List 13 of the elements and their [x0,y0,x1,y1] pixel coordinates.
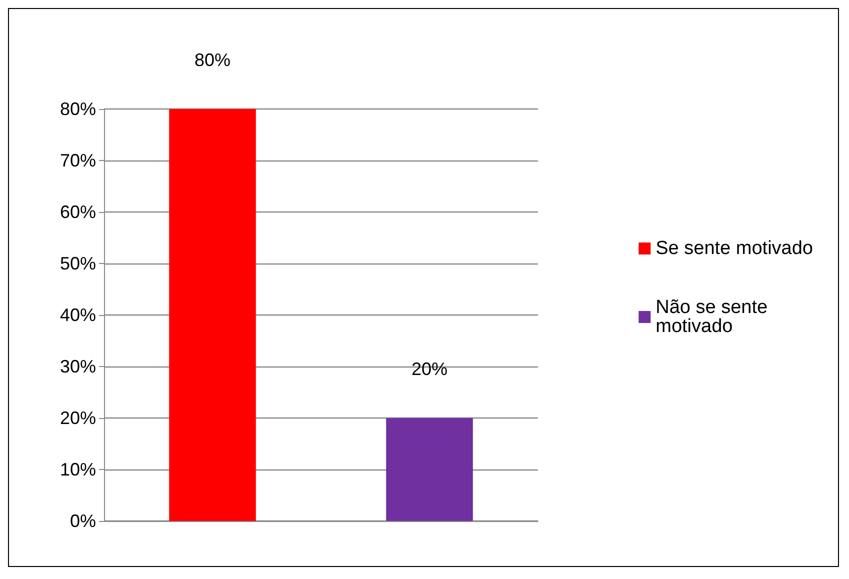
y-tick-label: 40% [60,305,96,325]
data-label: 20% [411,359,448,379]
y-tick-label: 50% [60,254,96,274]
data-label: 80% [194,50,231,70]
y-tick-label: 80% [60,99,96,119]
y-tick-label: 10% [60,460,96,480]
legend-label: Se sente motivado [656,238,814,259]
y-tick-label: 0% [70,511,96,531]
y-tick-label: 30% [60,356,96,376]
y-tick-label: 70% [60,150,96,170]
y-tick-label: 20% [60,408,96,428]
y-tick-label: 60% [60,202,96,222]
legend-label: Não se sente motivado [656,297,773,337]
